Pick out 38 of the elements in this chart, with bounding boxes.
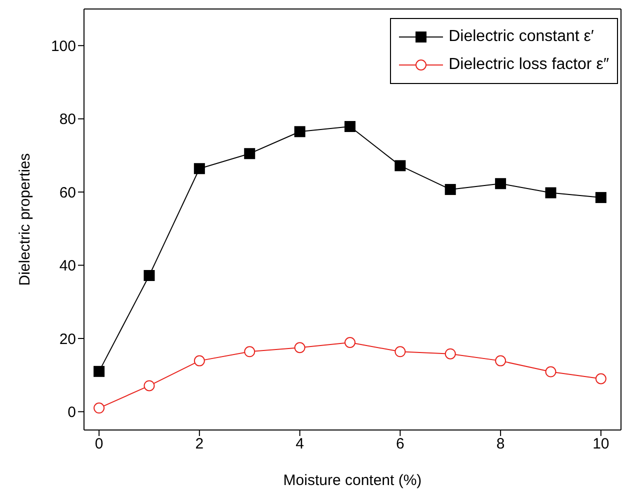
x-tick-label: 2 [195, 436, 204, 453]
point [344, 121, 356, 132]
point [595, 192, 606, 204]
point [294, 342, 306, 354]
y-tick-label: 20 [59, 330, 76, 348]
point [394, 160, 406, 172]
point [495, 355, 506, 366]
legend-label: Dielectric constant ε′ [448, 28, 594, 46]
y-tick-label: 40 [59, 258, 76, 275]
point [595, 373, 606, 384]
point [545, 366, 556, 378]
point [444, 348, 456, 360]
point [194, 355, 205, 366]
point [444, 184, 456, 195]
x-tick-label: 8 [496, 436, 505, 453]
x-tick-label: 0 [94, 436, 104, 453]
point [144, 270, 155, 282]
y-tick-label: 0 [68, 404, 76, 422]
y-axis-title: Dielectric properties [16, 153, 34, 286]
legend-label: Dielectric loss factor ε″ [448, 56, 609, 74]
point [144, 380, 155, 392]
point [94, 402, 105, 414]
point [94, 366, 105, 377]
y-tick-label: 60 [59, 184, 76, 202]
point [344, 337, 356, 348]
point [194, 163, 205, 174]
x-tick-label: 10 [592, 436, 610, 453]
point [495, 178, 506, 190]
x-tick-label: 4 [296, 436, 304, 453]
y-tick-label: 80 [59, 111, 76, 128]
x-axis-title: Moisture content (%) [283, 472, 422, 489]
point [244, 148, 256, 160]
point [545, 187, 556, 198]
point [394, 346, 406, 358]
point [244, 346, 256, 358]
point [294, 126, 306, 138]
x-tick-label: 6 [396, 436, 404, 453]
y-tick-label: 100 [50, 38, 76, 55]
